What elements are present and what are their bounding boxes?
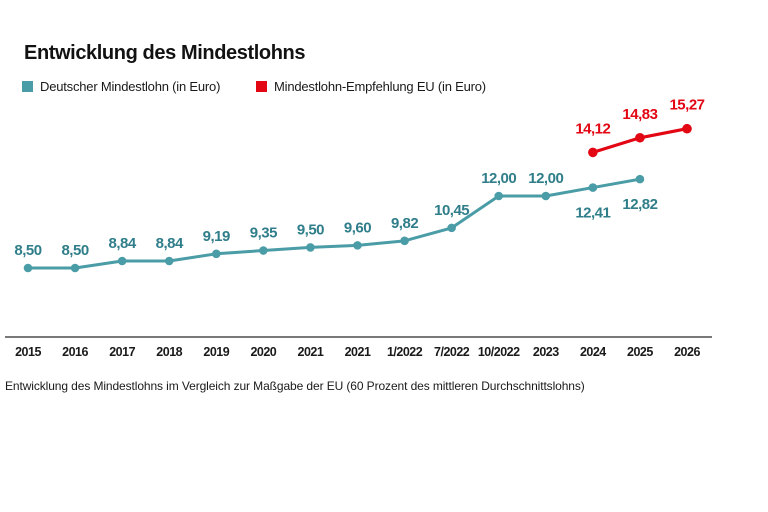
x-tick-label: 7/2022 (434, 345, 470, 359)
data-point (635, 132, 645, 143)
data-point (635, 174, 645, 184)
value-label: 8,84 (109, 235, 137, 252)
data-point (259, 246, 268, 255)
x-tick-label: 2019 (203, 345, 229, 359)
value-label: 8,50 (14, 242, 41, 259)
legend-swatch-teal (22, 81, 33, 92)
value-label: 12,41 (575, 205, 610, 222)
legend: Deutscher Mindestlohn (in Euro) Mindestl… (0, 79, 768, 95)
value-label: 14,83 (622, 106, 657, 123)
data-point (400, 236, 409, 246)
series-line-0 (26, 177, 642, 270)
legend-label: Deutscher Mindestlohn (in Euro) (40, 79, 221, 94)
x-tick-label: 2017 (109, 345, 135, 359)
x-tick-label: 2016 (62, 345, 88, 359)
data-point (211, 249, 221, 259)
value-label: 14,12 (575, 120, 610, 137)
page-title: Entwicklung des Mindestlohns (24, 42, 306, 64)
data-point (306, 243, 315, 252)
value-label: 10,45 (434, 202, 469, 219)
x-tick-label: 1/2022 (387, 345, 423, 359)
x-tick-label: 2023 (533, 345, 559, 359)
legend-item-eu-recommendation: Mindestlohn-Empfehlung EU (in Euro) (256, 79, 486, 94)
legend-label: Mindestlohn-Empfehlung EU (in Euro) (274, 79, 486, 94)
x-tick-label: 2024 (580, 345, 606, 359)
value-label: 8,84 (156, 235, 184, 252)
value-label: 12,00 (528, 170, 563, 187)
value-label: 12,82 (622, 196, 657, 213)
value-label: 9,60 (344, 219, 371, 236)
x-tick-label: 10/2022 (478, 345, 520, 359)
value-label: 9,50 (297, 221, 324, 238)
x-tick-label: 2020 (250, 345, 276, 359)
x-tick-label: 2018 (156, 345, 182, 359)
data-point (23, 263, 33, 273)
data-point (164, 256, 174, 266)
x-tick-label: 2021 (345, 345, 371, 359)
legend-item-german-minimum-wage: Deutscher Mindestlohn (in Euro) (22, 79, 220, 94)
chart-caption: Entwicklung des Mindestlohns im Vergleic… (5, 379, 585, 393)
value-label: 9,19 (203, 228, 230, 245)
value-label: 9,82 (391, 215, 418, 232)
x-tick-label: 2021 (298, 345, 324, 359)
value-label: 8,50 (61, 242, 88, 259)
value-label: 9,35 (250, 225, 277, 242)
data-point (353, 241, 362, 250)
data-point (494, 191, 504, 201)
x-tick-label: 2015 (15, 345, 41, 359)
data-point (117, 256, 127, 266)
data-point (70, 263, 80, 273)
x-tick-label: 2026 (674, 345, 700, 359)
data-point (447, 223, 456, 233)
legend-swatch-red (256, 81, 267, 92)
data-point (541, 191, 551, 201)
value-label: 15,27 (669, 97, 704, 114)
data-point (588, 183, 598, 192)
value-label: 12,00 (481, 170, 516, 187)
data-point (682, 123, 692, 134)
data-point (588, 147, 598, 158)
x-tick-label: 2025 (627, 345, 653, 359)
chart-canvas: 2015 2016 2017 2018 2019 2020 2021 2021 1/2022 7/… (5, 97, 712, 359)
